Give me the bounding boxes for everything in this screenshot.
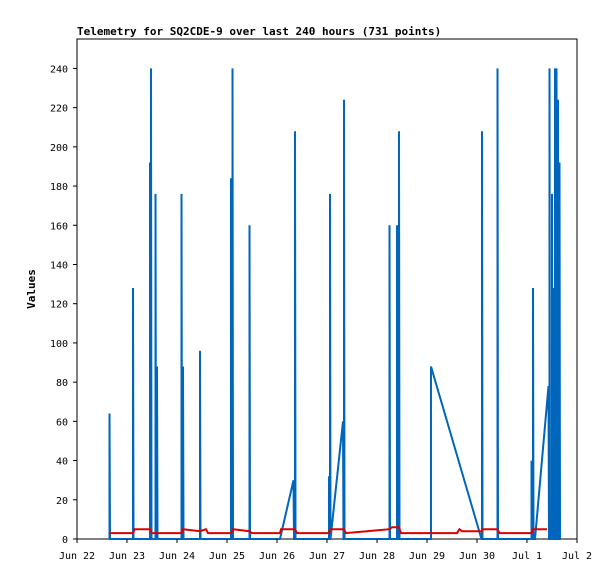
x-tick-label: Jun 24 [159, 551, 195, 562]
y-axis-label: Values [25, 269, 38, 309]
x-tick-label: Jun 28 [359, 551, 395, 562]
y-tick-label: 0 [62, 535, 68, 546]
y-tick-label: 180 [50, 182, 68, 193]
series-line-2 [109, 526, 547, 535]
x-tick-label: Jun 26 [259, 551, 295, 562]
chart-title: Telemetry for SQ2CDE-9 over last 240 hou… [77, 25, 441, 38]
y-tick-label: 120 [50, 300, 68, 311]
y-tick-label: 200 [50, 143, 68, 154]
x-tick-label: Jun 23 [109, 551, 145, 562]
x-tick-label: Jun 22 [59, 551, 95, 562]
series-layer [108, 68, 561, 540]
y-tick-label: 160 [50, 221, 68, 232]
y-axis: 0 20 40 60 80 100 120 140 160 180 200 220 240 [50, 64, 77, 546]
x-tick-label: Jun 25 [209, 551, 245, 562]
y-tick-label: 20 [56, 496, 68, 507]
y-tick-label: 240 [50, 64, 68, 75]
y-tick-label: 80 [56, 378, 68, 389]
plot-frame [76, 38, 578, 540]
x-tick-label: Jun 27 [309, 551, 345, 562]
x-tick-label: Jul 2 [562, 551, 592, 562]
x-tick-label: Jun 29 [409, 551, 445, 562]
y-tick-label: 60 [56, 417, 68, 428]
y-tick-label: 220 [50, 104, 68, 115]
series-line-1 [108, 68, 561, 540]
x-tick-label: Jun 30 [459, 551, 495, 562]
y-tick-label: 140 [50, 260, 68, 271]
x-axis: Jun 22 Jun 23 Jun 24 Jun 25 Jun 26 Jun 27 Jun … [59, 539, 592, 562]
y-tick-label: 40 [56, 457, 68, 468]
y-tick-label: 100 [50, 339, 68, 350]
x-tick-label: Jul 1 [512, 551, 542, 562]
